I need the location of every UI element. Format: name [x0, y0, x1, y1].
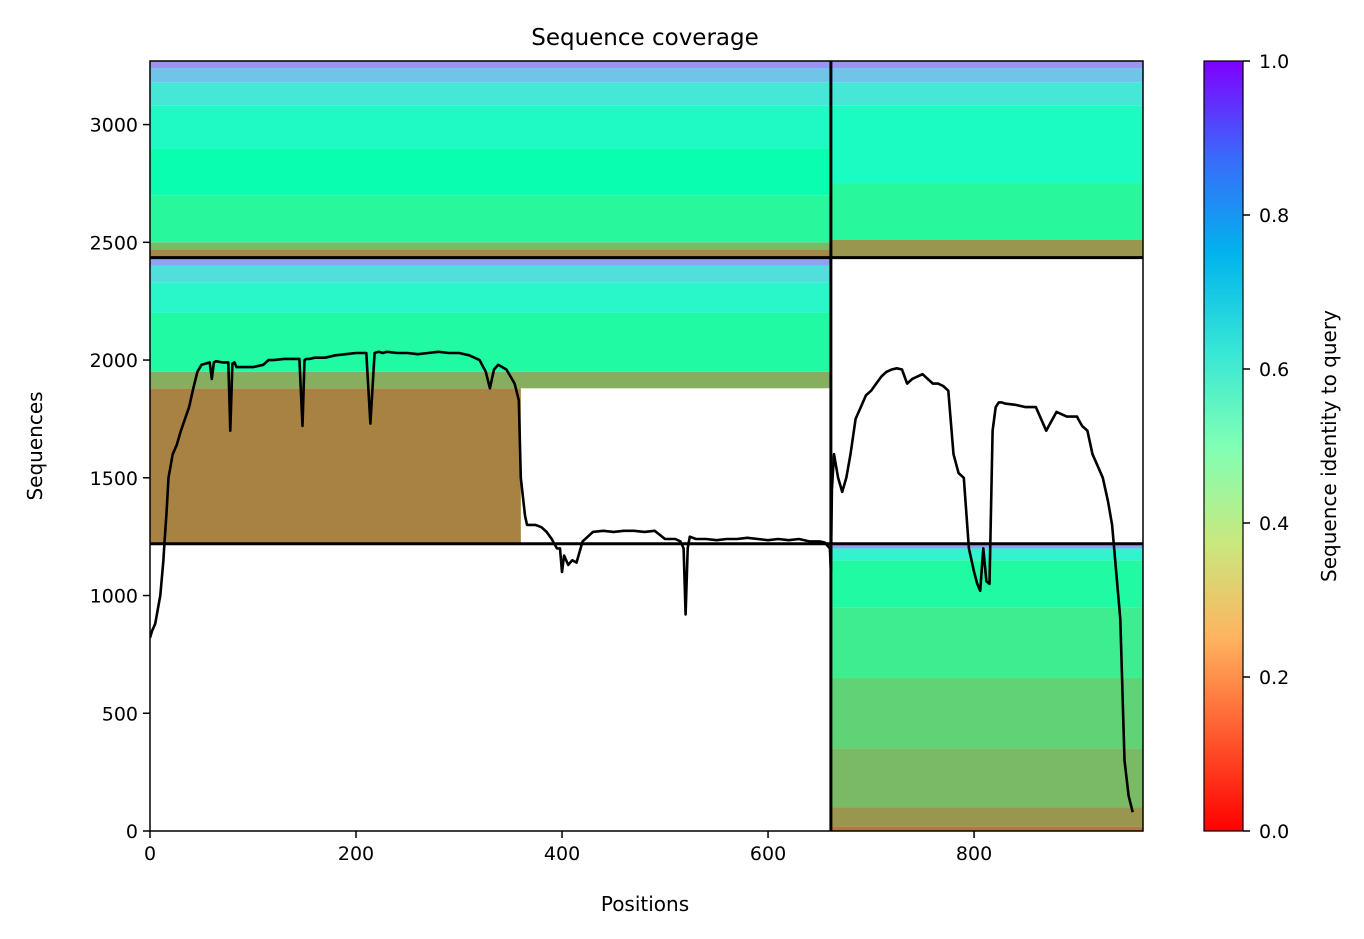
heatmap-band — [150, 257, 831, 266]
colorbar-tick-label: 1.0 — [1259, 51, 1289, 73]
colorbar-label: Sequence identity to query — [1317, 310, 1341, 582]
colorbar-tick-label: 0.0 — [1259, 821, 1289, 843]
heatmap-band — [830, 748, 1143, 808]
heatmap-band — [830, 548, 1143, 561]
heatmap-band — [830, 560, 1143, 608]
heatmap-band — [150, 61, 831, 69]
colorbar-tick-label: 0.2 — [1259, 667, 1289, 689]
x-axis-label: Positions — [601, 892, 689, 916]
colorbar-tick-label: 0.6 — [1259, 359, 1289, 381]
heatmap-band — [150, 388, 521, 544]
heatmap-band — [150, 249, 831, 258]
heatmap-band — [830, 61, 1143, 69]
block-boundaries — [150, 61, 1143, 831]
x-tick-label: 600 — [750, 843, 786, 865]
x-tick-label: 400 — [544, 843, 580, 865]
x-tick-label: 200 — [338, 843, 374, 865]
x-tick-label: 0 — [144, 843, 156, 865]
heatmap-band — [830, 68, 1143, 83]
heatmap-band — [830, 607, 1143, 678]
heatmap-band — [830, 105, 1143, 184]
y-axis-ticks: 0 500 1000 1500 2000 2500 3000 — [90, 115, 150, 843]
heatmap-band — [150, 68, 831, 83]
coverage-line-group — [150, 350, 1134, 813]
heatmap-band — [830, 82, 1143, 106]
colorbar-tick-label: 0.4 — [1259, 513, 1289, 535]
colorbar — [1203, 60, 1244, 832]
y-tick-label: 1000 — [90, 586, 138, 608]
heatmap-band — [150, 105, 831, 149]
y-tick-label: 0 — [126, 821, 138, 843]
y-tick-label: 1500 — [90, 468, 138, 490]
heatmap-band — [150, 82, 831, 106]
coverage-line — [150, 350, 1134, 813]
heatmap-band — [830, 239, 1143, 258]
chart-title: Sequence coverage — [531, 25, 759, 51]
y-tick-label: 2500 — [90, 232, 138, 254]
colorbar-tick-label: 0.8 — [1259, 205, 1289, 227]
x-axis-ticks: 0 200 400 600 800 — [144, 831, 992, 865]
heatmap-band — [150, 265, 831, 283]
heatmap-band — [830, 543, 1143, 549]
heatmap-band — [830, 677, 1143, 749]
heatmap-band — [830, 183, 1143, 240]
heatmap — [150, 61, 1143, 831]
x-tick-label: 800 — [956, 843, 992, 865]
y-tick-label: 3000 — [90, 115, 138, 137]
y-axis-label: Sequences — [23, 391, 47, 500]
colorbar-ticks: 0.0 0.2 0.4 0.6 0.8 1.0 — [1243, 51, 1289, 843]
heatmap-band — [830, 807, 1143, 827]
heatmap-band — [150, 312, 831, 372]
plot-frame — [149, 60, 1144, 832]
y-tick-label: 2000 — [90, 350, 138, 372]
y-tick-label: 500 — [102, 703, 138, 725]
heatmap-band — [150, 195, 831, 243]
heatmap-band — [150, 242, 831, 250]
heatmap-band — [150, 148, 831, 196]
heatmap-band — [830, 826, 1143, 831]
heatmap-band — [150, 282, 831, 313]
